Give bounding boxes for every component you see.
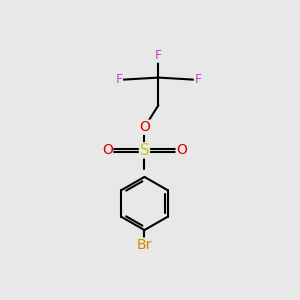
Text: O: O — [176, 143, 187, 157]
Text: O: O — [102, 143, 113, 157]
Text: Br: Br — [137, 238, 152, 252]
Text: S: S — [140, 143, 149, 158]
Text: F: F — [155, 49, 162, 62]
Text: O: O — [139, 120, 150, 134]
Text: F: F — [115, 74, 122, 86]
Text: F: F — [194, 74, 202, 86]
